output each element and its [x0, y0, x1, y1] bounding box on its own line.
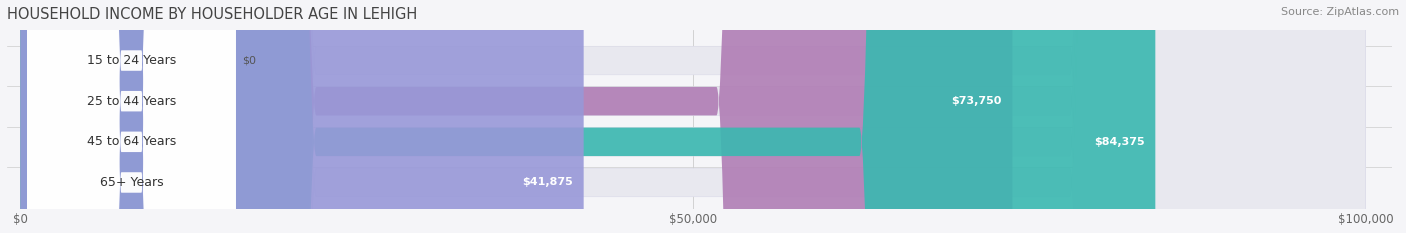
- FancyBboxPatch shape: [21, 0, 1156, 233]
- FancyBboxPatch shape: [21, 0, 1365, 233]
- Text: $41,875: $41,875: [522, 178, 572, 188]
- FancyBboxPatch shape: [21, 0, 1365, 233]
- Text: 15 to 24 Years: 15 to 24 Years: [87, 54, 176, 67]
- Text: 45 to 64 Years: 45 to 64 Years: [87, 135, 176, 148]
- Text: Source: ZipAtlas.com: Source: ZipAtlas.com: [1281, 7, 1399, 17]
- FancyBboxPatch shape: [27, 0, 236, 233]
- Text: 25 to 44 Years: 25 to 44 Years: [87, 95, 176, 108]
- Text: $84,375: $84,375: [1094, 137, 1144, 147]
- FancyBboxPatch shape: [27, 0, 236, 233]
- FancyBboxPatch shape: [21, 0, 1365, 233]
- FancyBboxPatch shape: [27, 0, 236, 233]
- FancyBboxPatch shape: [27, 0, 236, 233]
- Text: 65+ Years: 65+ Years: [100, 176, 163, 189]
- Text: HOUSEHOLD INCOME BY HOUSEHOLDER AGE IN LEHIGH: HOUSEHOLD INCOME BY HOUSEHOLDER AGE IN L…: [7, 7, 418, 22]
- FancyBboxPatch shape: [21, 0, 583, 233]
- FancyBboxPatch shape: [21, 0, 1365, 233]
- FancyBboxPatch shape: [21, 0, 1012, 233]
- Text: $0: $0: [242, 55, 256, 65]
- Text: $73,750: $73,750: [952, 96, 1001, 106]
